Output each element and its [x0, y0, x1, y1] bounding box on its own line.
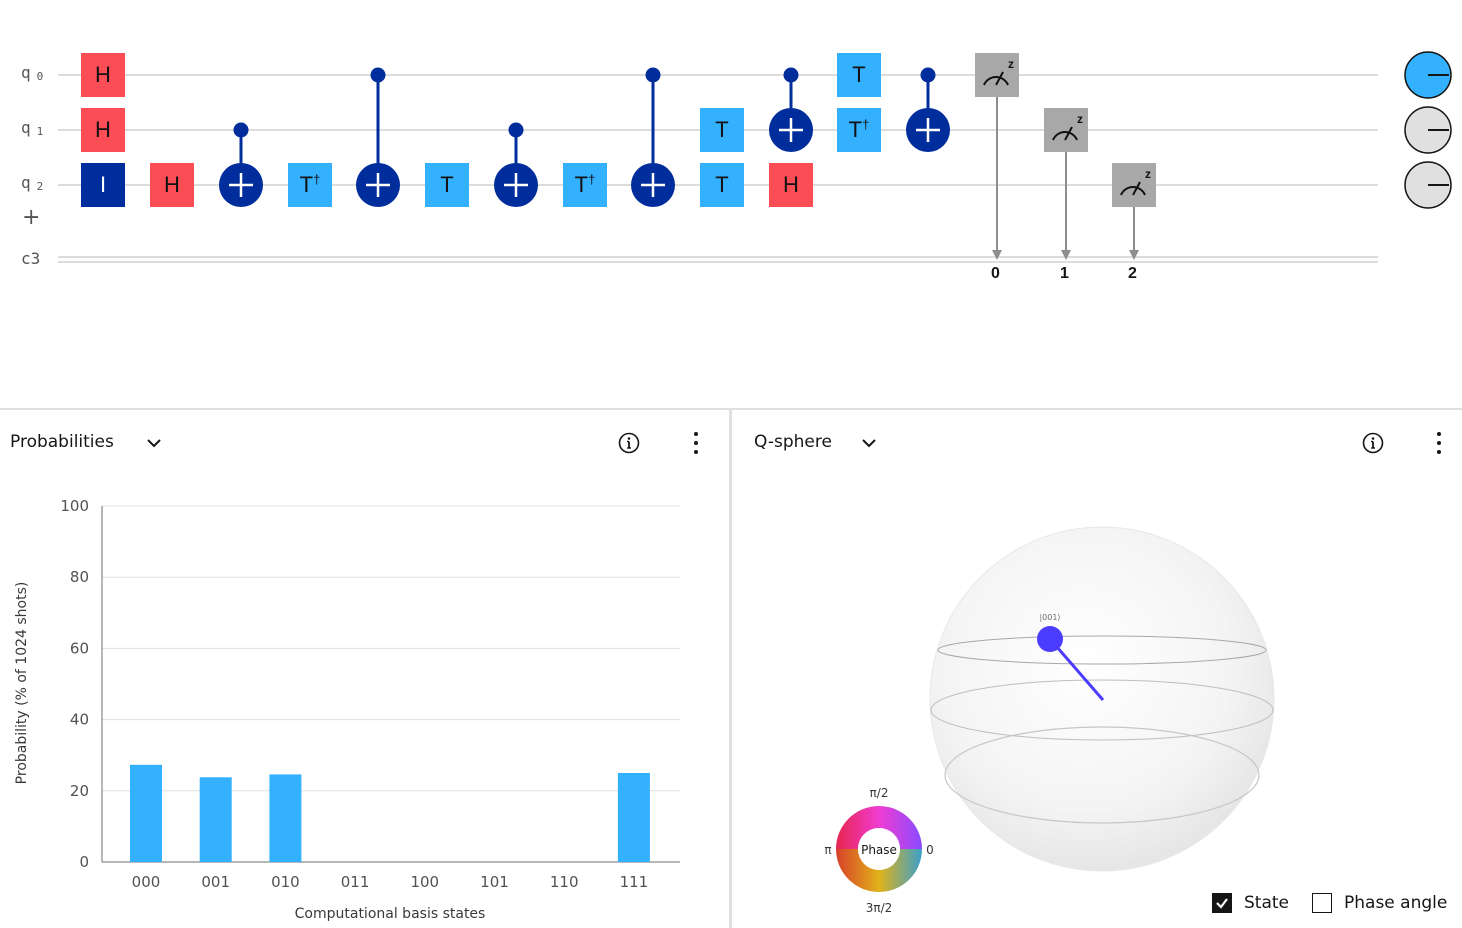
- gauge-icon: z: [983, 57, 1014, 86]
- phase-disk-q1[interactable]: [1404, 106, 1452, 154]
- phase-angle-checkbox[interactable]: Phase angle: [1312, 893, 1447, 913]
- bar-000[interactable]: [130, 764, 162, 862]
- measure-arrow: [1061, 152, 1071, 260]
- x-tick-label: 001: [201, 873, 230, 891]
- svg-text:z: z: [1145, 167, 1151, 181]
- bar-010[interactable]: [269, 774, 302, 862]
- classical-bit-label: 2: [1128, 265, 1137, 282]
- y-tick-label: 80: [70, 568, 89, 586]
- x-tick-label: 101: [480, 873, 509, 891]
- phase-disk-q2[interactable]: [1404, 161, 1452, 209]
- panel-title: Probabilities: [10, 432, 114, 452]
- svg-text:z: z: [1077, 112, 1083, 126]
- phase-label-right: 0: [926, 843, 934, 857]
- cnot-gate[interactable]: [906, 67, 950, 153]
- measure-gate[interactable]: z: [1044, 108, 1088, 152]
- phase-wheel-center-label: Phase: [861, 843, 897, 857]
- cnot-gate[interactable]: [769, 67, 813, 153]
- panel-divider: [729, 410, 732, 928]
- info-icon[interactable]: [618, 432, 640, 454]
- tdg-gate[interactable]: T †: [837, 108, 881, 152]
- cnot-gate[interactable]: [631, 67, 675, 208]
- x-tick-label: 110: [550, 873, 579, 891]
- circuit-wires: [58, 51, 1452, 263]
- measure-gate[interactable]: z: [1112, 163, 1156, 207]
- gauge-icon: z: [1120, 167, 1151, 196]
- h-gate[interactable]: H: [769, 163, 813, 207]
- state-label: |001⟩: [1039, 613, 1060, 622]
- t-gate[interactable]: T: [700, 163, 744, 207]
- qsphere-panel: Q-sphere: [732, 410, 1462, 928]
- phase-wheel: Phase π/2 π 0 3π/2: [824, 786, 933, 915]
- state-checkbox-label: State: [1244, 893, 1289, 913]
- phase-label-left: π: [824, 843, 831, 857]
- x-tick-label: 000: [132, 873, 161, 891]
- panel-divider: [0, 408, 1462, 410]
- probabilities-panel: Probabilities 000 001 010 011 100 101 110 111 0…: [0, 410, 729, 928]
- x-axis-label: Computational basis states: [295, 906, 486, 922]
- cnot-gate[interactable]: [356, 67, 400, 208]
- phase-disk-q0[interactable]: [1404, 51, 1452, 99]
- cnot-gate[interactable]: [219, 122, 263, 208]
- t-gate[interactable]: T: [700, 108, 744, 152]
- bar-111[interactable]: [617, 773, 650, 862]
- bar-001[interactable]: [199, 777, 232, 862]
- chevron-down-icon[interactable]: [145, 434, 163, 452]
- y-tick-label: 100: [60, 497, 89, 515]
- i-gate[interactable]: I: [81, 163, 125, 207]
- x-tick-label: 011: [341, 873, 370, 891]
- x-tick-label: 100: [410, 873, 439, 891]
- checkbox-unchecked-icon[interactable]: [1312, 893, 1332, 913]
- qsphere-visualization[interactable]: |001⟩ Phase π/2 π 0 3π/2: [732, 410, 1462, 928]
- panel-title: Q-sphere: [754, 432, 832, 452]
- state-checkbox[interactable]: State: [1212, 893, 1289, 913]
- x-tick-label: 111: [620, 873, 649, 891]
- chevron-down-icon[interactable]: [860, 434, 878, 452]
- x-tick-label: 010: [271, 873, 300, 891]
- gauge-icon: z: [1052, 112, 1083, 141]
- measure-gate[interactable]: z: [975, 53, 1019, 97]
- h-gate[interactable]: H: [150, 163, 194, 207]
- t-gate[interactable]: T: [425, 163, 469, 207]
- classical-bit-label: 0: [991, 265, 1000, 282]
- y-axis-label: Probability (% of 1024 shots): [14, 582, 30, 785]
- t-gate[interactable]: T: [837, 53, 881, 97]
- phase-label-bottom: 3π/2: [866, 901, 893, 915]
- classical-bit-label: 1: [1060, 265, 1069, 282]
- state-vector[interactable]: |001⟩: [1037, 613, 1105, 701]
- measure-arrow: [1129, 207, 1139, 260]
- add-qubit-button[interactable]: +: [22, 205, 41, 230]
- checkbox-checked-icon[interactable]: [1212, 893, 1232, 913]
- phase-angle-checkbox-label: Phase angle: [1344, 893, 1448, 913]
- tdg-gate[interactable]: T †: [563, 163, 607, 207]
- y-tick-label: 40: [70, 711, 89, 729]
- probability-bar-chart: 000 001 010 011 100 101 110 111 0 20 40 60 80 100 Co…: [14, 497, 680, 922]
- y-tick-label: 60: [70, 639, 89, 657]
- cnot-gate[interactable]: [494, 122, 538, 208]
- phase-label-top: π/2: [870, 786, 889, 800]
- h-gate[interactable]: H: [81, 108, 125, 152]
- svg-text:z: z: [1008, 57, 1014, 71]
- overflow-menu-icon[interactable]: [1432, 430, 1446, 456]
- classical-register-label: c3: [21, 249, 41, 268]
- y-tick-label: 20: [70, 782, 89, 800]
- overflow-menu-icon[interactable]: [689, 430, 703, 456]
- info-icon[interactable]: [1362, 432, 1384, 454]
- measure-arrow: [992, 97, 1002, 260]
- h-gate[interactable]: H: [81, 53, 125, 97]
- y-tick-label: 0: [79, 853, 89, 871]
- tdg-gate[interactable]: T †: [288, 163, 332, 207]
